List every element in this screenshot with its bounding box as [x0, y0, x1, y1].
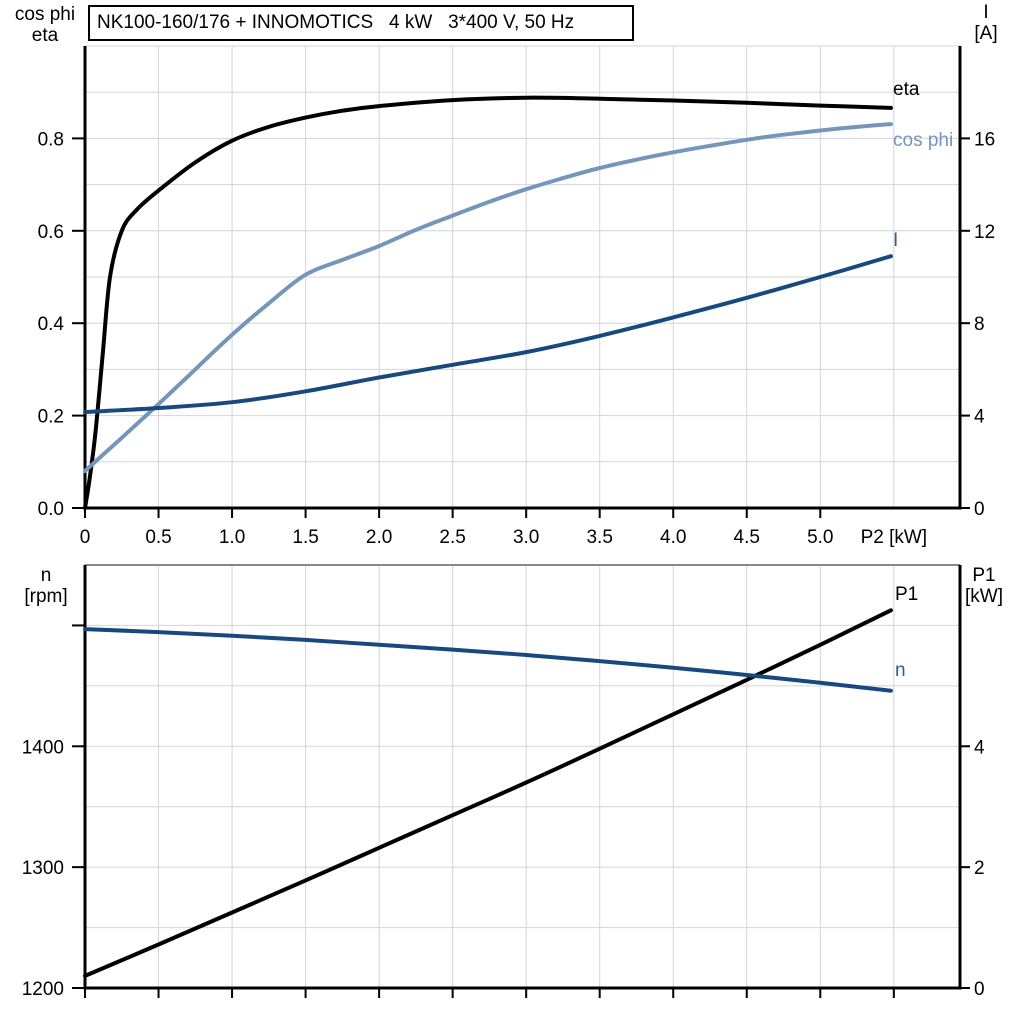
axis-title-p1-unit: [kW] [965, 586, 1003, 607]
svg-text:0: 0 [974, 979, 985, 1000]
svg-text:8: 8 [974, 314, 985, 335]
chart-1-ticks [72, 624, 970, 998]
svg-text:0: 0 [974, 499, 985, 520]
svg-text:0.5: 0.5 [145, 527, 171, 548]
curve-i [83, 254, 893, 415]
svg-text:5.0: 5.0 [807, 527, 833, 548]
svg-text:4.0: 4.0 [660, 527, 686, 548]
svg-text:3.0: 3.0 [513, 527, 539, 548]
curve-label-n: n [895, 660, 906, 681]
svg-text:0: 0 [80, 527, 91, 548]
chart-0-grid [85, 45, 960, 508]
chart-1-tick-labels: 1200 1300 1400 0 2 4 [22, 737, 985, 1000]
curve-label-i: I [893, 230, 898, 251]
axis-title-current-unit: [A] [974, 23, 998, 44]
svg-text:0.2: 0.2 [38, 407, 64, 428]
chart-title: NK100-160/176 + INNOMOTICS 4 kW 3*400 V,… [97, 12, 575, 33]
chart-1-axes [83, 565, 962, 990]
svg-text:1.5: 1.5 [292, 527, 318, 548]
axis-title-eta: eta [31, 25, 59, 46]
curve-p1 [83, 608, 893, 978]
svg-text:4.5: 4.5 [734, 527, 760, 548]
axis-title-p1: P1 [972, 565, 996, 586]
chart-0-axes [83, 46, 962, 510]
svg-text:4: 4 [974, 407, 985, 428]
chart-1-grid [85, 564, 960, 988]
top-left-axis-title: cos phi eta [1, 4, 89, 46]
curve-eta [83, 95, 893, 510]
chart-title-box: NK100-160/176 + INNOMOTICS 4 kW 3*400 V,… [88, 5, 634, 41]
axis-title-speed: n [40, 565, 52, 586]
curve-label-cos-phi: cos phi [893, 130, 953, 151]
svg-text:3.5: 3.5 [586, 527, 612, 548]
svg-text:2: 2 [974, 858, 985, 879]
top-right-axis-title: I [A] [955, 2, 1017, 44]
svg-text:0.6: 0.6 [38, 222, 64, 243]
svg-text:2.5: 2.5 [439, 527, 465, 548]
svg-text:16: 16 [974, 129, 995, 150]
svg-text:1200: 1200 [22, 979, 64, 1000]
curve-cos-phi [83, 122, 893, 473]
svg-text:2.0: 2.0 [366, 527, 392, 548]
svg-text:4: 4 [974, 737, 985, 758]
curve-n [83, 627, 893, 693]
axis-title-cos-phi: cos phi [14, 4, 76, 25]
svg-text:0.4: 0.4 [38, 314, 65, 335]
chart-0-tick-labels: 0 0.5 1.0 1.5 2.0 2.5 3.0 3.5 4.0 4.5 5.0 P2 [kW] 0.… [38, 129, 996, 548]
svg-text:0.8: 0.8 [38, 129, 64, 150]
svg-text:1400: 1400 [22, 737, 64, 758]
svg-text:P2 [kW]: P2 [kW] [861, 527, 928, 548]
svg-text:0.0: 0.0 [38, 499, 64, 520]
bottom-left-axis-title: n [rpm] [6, 565, 86, 607]
chart-0-ticks [72, 137, 970, 518]
svg-text:1.0: 1.0 [219, 527, 245, 548]
svg-text:1300: 1300 [22, 858, 64, 879]
axis-title-current: I [983, 2, 989, 23]
curve-label-eta: eta [893, 79, 920, 100]
axis-title-speed-unit: [rpm] [24, 586, 68, 607]
bottom-right-axis-title: P1 [kW] [948, 565, 1020, 607]
curve-label-p1: P1 [895, 584, 918, 605]
svg-text:12: 12 [974, 222, 995, 243]
